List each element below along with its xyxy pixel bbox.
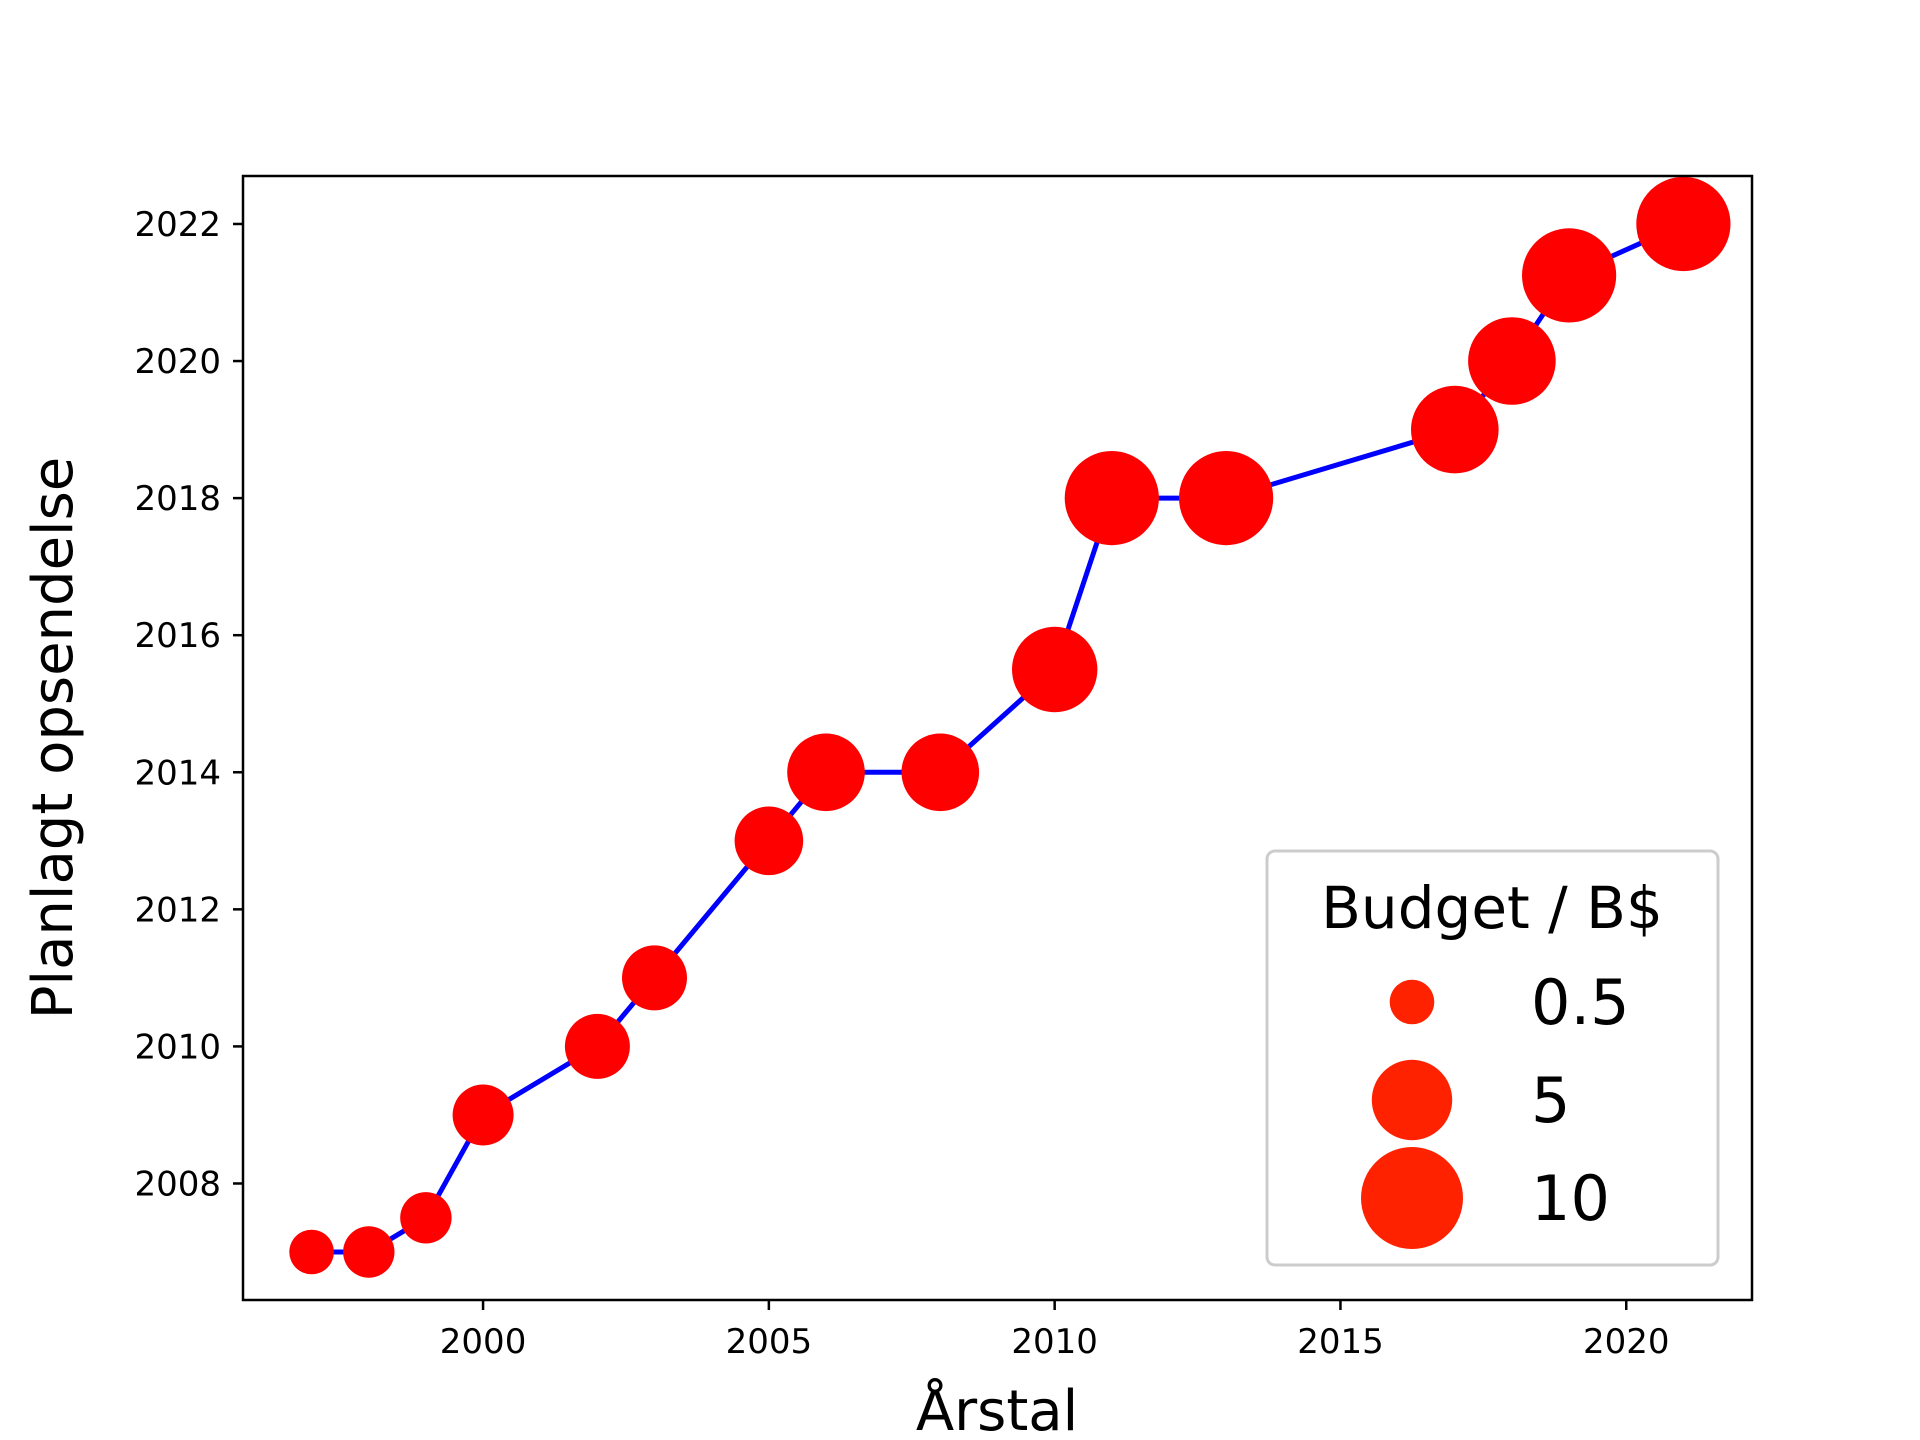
legend-marker: [1371, 1059, 1453, 1141]
y-tick-label: 2022: [134, 205, 221, 245]
x-axis-ticks: 2000 2005 2010 2015 2020: [440, 1300, 1670, 1362]
legend-marker: [1361, 1147, 1463, 1249]
x-tick-label: 2005: [726, 1322, 813, 1362]
data-point: [343, 1226, 395, 1278]
data-point: [1411, 385, 1499, 474]
data-point: [400, 1192, 452, 1244]
data-point: [289, 1229, 334, 1275]
data-layer: [289, 176, 1731, 1278]
x-tick-label: 2015: [1297, 1322, 1384, 1362]
legend-marker: [1389, 979, 1435, 1025]
series-line: [311, 221, 1685, 1255]
y-tick-label: 2018: [134, 479, 221, 519]
data-point: [787, 733, 865, 812]
data-point: [1636, 176, 1731, 272]
data-point: [734, 806, 804, 876]
legend-label: 10: [1531, 1162, 1610, 1235]
legend-title: Budget / B$: [1321, 874, 1663, 942]
y-axis-ticks: 2008 2010 2012 2014 2016 2018 2020 2022: [134, 205, 243, 1204]
legend-entries: 0.5 5 10: [1361, 966, 1630, 1249]
x-axis-label: Årstal: [916, 1378, 1078, 1440]
legend: Budget / B$ 0.5 5 10: [1265, 849, 1720, 1267]
data-point: [1468, 317, 1556, 405]
y-axis-label: Planlagt opsendelse: [21, 457, 86, 1019]
legend-label: 5: [1531, 1064, 1570, 1137]
x-tick-label: 2010: [1011, 1322, 1098, 1362]
data-point: [564, 1013, 630, 1079]
y-tick-label: 2012: [134, 890, 221, 930]
y-tick-label: 2010: [134, 1027, 221, 1067]
y-tick-label: 2016: [134, 616, 221, 656]
data-point: [1179, 451, 1274, 546]
legend-label: 0.5: [1531, 966, 1630, 1039]
data-point: [1011, 626, 1098, 713]
x-tick-label: 2000: [440, 1322, 527, 1362]
x-tick-label: 2020: [1583, 1322, 1670, 1362]
data-point: [1522, 228, 1617, 323]
data-point: [901, 733, 980, 812]
y-tick-label: 2020: [134, 342, 221, 382]
data-point: [622, 945, 687, 1011]
data-point: [452, 1084, 514, 1146]
y-tick-label: 2008: [134, 1164, 221, 1204]
data-point: [1064, 451, 1159, 546]
y-tick-label: 2014: [134, 753, 221, 793]
plot-frame: [241, 174, 1754, 1302]
